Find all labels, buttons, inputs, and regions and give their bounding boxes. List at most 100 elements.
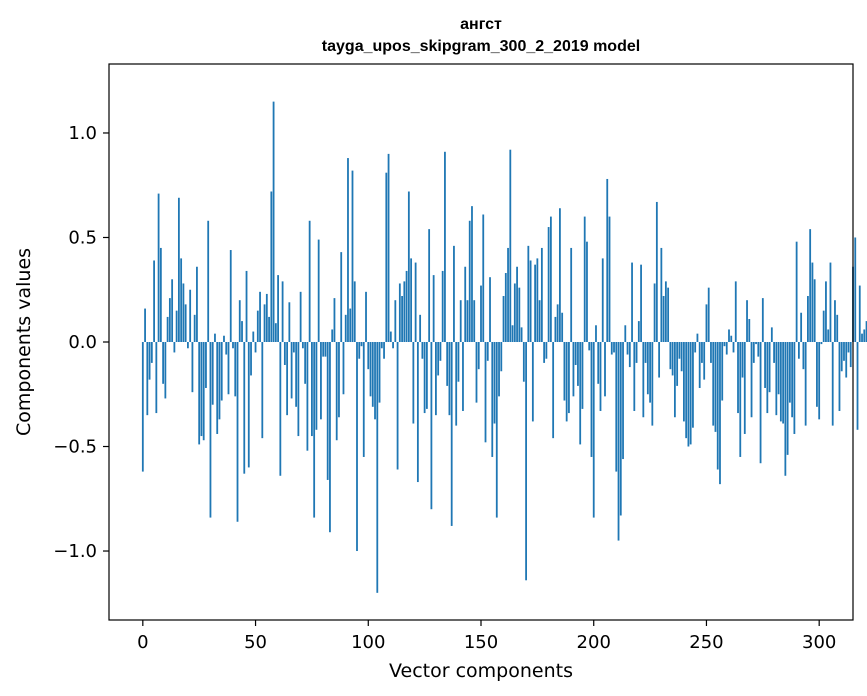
y-axis-label: Components values	[13, 248, 35, 436]
bar	[752, 342, 755, 363]
bar	[664, 281, 667, 342]
bar	[376, 342, 379, 593]
bar	[471, 206, 473, 342]
bar	[331, 329, 334, 342]
bar	[175, 310, 178, 342]
bar	[340, 252, 343, 342]
bar	[743, 342, 746, 434]
bar	[766, 342, 769, 414]
bar	[597, 342, 600, 384]
bar	[595, 325, 597, 342]
bar	[223, 335, 225, 342]
bar	[272, 101, 275, 343]
bar	[439, 342, 442, 361]
bar	[606, 178, 609, 342]
bar	[836, 314, 839, 342]
bar	[234, 342, 237, 397]
bar	[227, 342, 230, 395]
bar	[655, 201, 658, 342]
bar	[428, 229, 431, 342]
bar	[263, 304, 266, 342]
bar	[570, 247, 573, 342]
bar	[144, 308, 146, 342]
bar	[761, 298, 764, 342]
bar	[247, 342, 250, 468]
bar	[405, 270, 408, 342]
bar	[403, 281, 406, 342]
bar	[182, 283, 185, 342]
bar	[450, 342, 453, 526]
bar	[202, 342, 205, 441]
bar	[466, 300, 469, 342]
bar	[374, 342, 376, 420]
bar	[667, 287, 670, 342]
bar	[660, 247, 663, 342]
bar	[734, 281, 737, 342]
bar	[270, 191, 273, 342]
bars-group	[141, 101, 867, 593]
bar	[423, 342, 426, 414]
bar	[457, 342, 460, 382]
bar	[793, 342, 796, 434]
bar	[694, 342, 697, 353]
bar	[380, 342, 383, 349]
bar	[719, 342, 721, 485]
bar	[583, 216, 586, 342]
bar	[669, 342, 672, 370]
bar	[342, 342, 345, 395]
bar	[520, 327, 523, 342]
bar	[306, 342, 309, 451]
bar	[565, 342, 568, 422]
bar	[646, 342, 649, 395]
bar	[858, 285, 861, 342]
bar	[825, 281, 827, 342]
bar	[770, 327, 773, 342]
bar	[737, 342, 739, 414]
bar	[250, 342, 252, 376]
bar	[218, 342, 221, 420]
bar	[362, 342, 365, 457]
bar	[554, 316, 557, 342]
bar	[292, 342, 295, 353]
bar	[730, 335, 733, 342]
bar	[146, 342, 149, 416]
bar	[453, 245, 455, 342]
bar	[689, 342, 692, 445]
bar	[599, 342, 602, 411]
bar	[563, 342, 566, 401]
bar	[168, 298, 171, 342]
bar	[608, 216, 611, 342]
bar	[525, 342, 527, 581]
bar	[498, 342, 500, 397]
bar	[732, 342, 735, 353]
bar	[329, 342, 331, 533]
bar	[177, 197, 180, 342]
bar	[191, 342, 194, 393]
bar	[371, 342, 374, 407]
bar	[840, 342, 843, 372]
bar	[838, 342, 841, 411]
bar	[843, 342, 845, 361]
bar	[502, 296, 505, 342]
bar	[818, 342, 821, 420]
bar	[459, 300, 462, 342]
bar	[322, 342, 325, 357]
bar	[378, 342, 381, 403]
bar	[549, 216, 552, 342]
bar	[338, 342, 340, 418]
bar	[579, 342, 582, 445]
bar	[412, 342, 415, 424]
bar	[491, 342, 494, 457]
bar	[746, 300, 748, 342]
bar	[513, 283, 516, 342]
bar	[651, 342, 654, 426]
bar	[193, 314, 196, 342]
bar	[383, 342, 385, 359]
bar	[268, 316, 270, 342]
chart-subtitle: tayga_upos_skipgram_300_2_2019 model	[322, 38, 640, 55]
x-axis-label: Vector components	[389, 660, 573, 682]
bar	[225, 342, 228, 355]
bar	[187, 342, 189, 349]
x-tick-label: 50	[244, 632, 267, 653]
bar	[480, 285, 482, 342]
